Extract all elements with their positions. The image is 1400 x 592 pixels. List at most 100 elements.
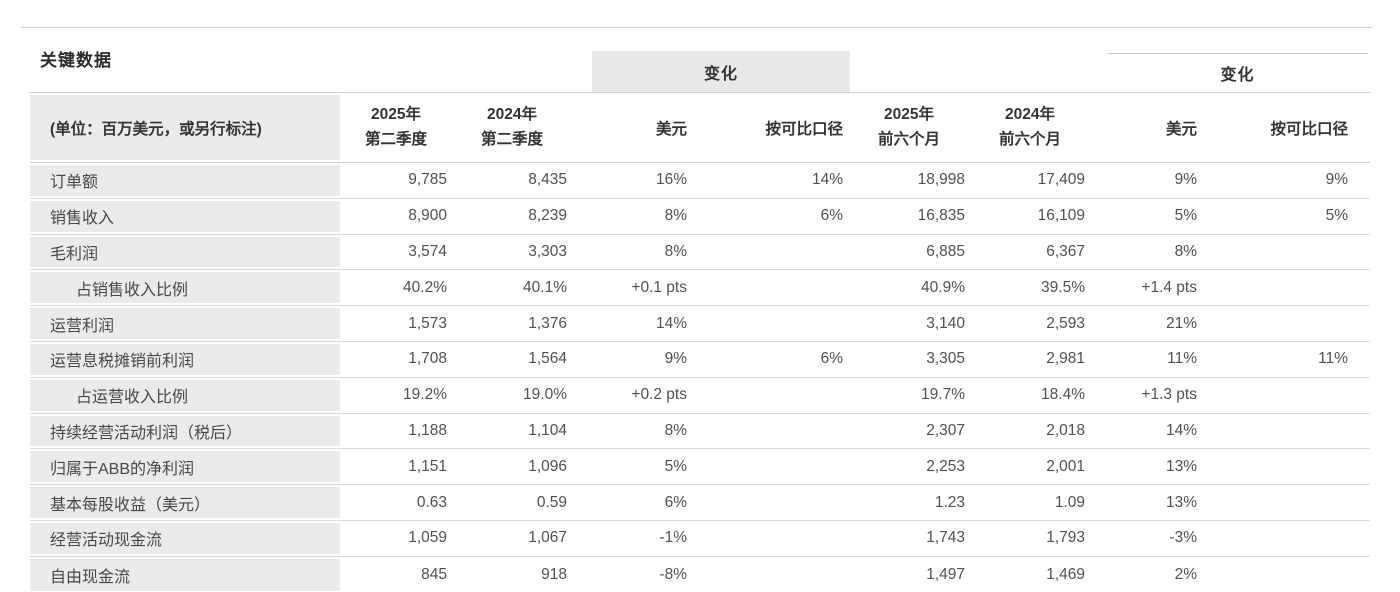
table-cell: 39.5% <box>1041 278 1085 296</box>
table-cell: 1,059 <box>408 529 447 547</box>
table-cell: 13% <box>1165 493 1197 511</box>
header-h-usd: 美元 <box>1165 120 1197 138</box>
row-label-cell: 占销售收入比例 <box>30 270 340 305</box>
table-cell: 2,001 <box>1046 457 1085 475</box>
row-label: 占销售收入比例 <box>76 281 189 299</box>
table-cell <box>692 557 848 592</box>
table-cell: 2,253 <box>926 457 965 475</box>
table-cell: 8% <box>1174 242 1197 260</box>
table-cell: 2,018 <box>1046 421 1085 439</box>
table-cell <box>1202 378 1370 413</box>
table-cell: 11% <box>1318 350 1348 368</box>
table-cell: 9% <box>664 350 687 368</box>
table-cell: 1,743 <box>926 529 965 547</box>
table-cell: 2,981 <box>1046 350 1085 368</box>
table-cell: 5% <box>664 457 687 475</box>
row-label-cell: 自由现金流 <box>30 557 340 592</box>
table-cell: 1,573 <box>408 314 447 332</box>
unit-header-cell: (单位：百万美元，或另行标注) <box>30 93 340 162</box>
row-label: 自由现金流 <box>50 568 131 586</box>
table-cell: +0.2 pts <box>631 386 687 404</box>
table-cell: 845 <box>421 565 447 583</box>
table-cell: +0.1 pts <box>631 278 687 296</box>
row-label-cell: 订单额 <box>30 163 340 198</box>
table-row: 销售收入 8,900 8,239 8% 6% 16,835 16,109 5% 5% <box>30 199 1370 235</box>
row-label: 毛利润 <box>50 245 99 263</box>
table-cell: 3,574 <box>408 242 447 260</box>
table-cell: 1,067 <box>528 529 567 547</box>
table-cell: 18.4% <box>1041 386 1085 404</box>
table-cell: 8% <box>664 207 687 225</box>
table-cell <box>692 521 848 556</box>
table-cell: +1.3 pts <box>1141 386 1197 404</box>
table-row: 运营息税摊销前利润 1,708 1,564 9% 6% 3,305 2,981 11% 11% <box>30 342 1370 378</box>
table-cell: 11% <box>1167 350 1197 368</box>
unit-label: (单位：百万美元，或另行标注) <box>50 120 262 138</box>
table-cell: 1,151 <box>408 457 447 475</box>
table-cell: 1,793 <box>1046 529 1085 547</box>
row-label: 占运营收入比例 <box>76 389 189 407</box>
row-label: 持续经营活动利润（税后） <box>50 424 243 442</box>
header-line: 前六个月 <box>877 130 940 148</box>
table-cell: 14% <box>811 171 843 189</box>
header-line: 2024年 <box>1005 106 1055 124</box>
page-title: 关键数据 <box>40 51 112 70</box>
top-divider <box>21 27 1373 28</box>
table-cell: 9,785 <box>408 171 447 189</box>
table-cell: 3,305 <box>926 350 965 368</box>
table-cell: 40.2% <box>403 278 447 296</box>
table-cell <box>1202 449 1370 484</box>
row-label: 基本每股收益（美元） <box>50 496 211 514</box>
table-cell <box>1202 270 1370 305</box>
table-cell: 19.7% <box>921 386 965 404</box>
table-cell: 1,708 <box>408 350 447 368</box>
table-cell: 40.9% <box>921 278 965 296</box>
row-label-cell: 基本每股收益（美元） <box>30 485 340 520</box>
table-cell: 0.59 <box>536 493 567 511</box>
table-cell <box>1202 557 1370 592</box>
table-row: 基本每股收益（美元） 0.63 0.59 6% 1.23 1.09 13% <box>30 485 1370 521</box>
table-cell <box>1202 521 1370 556</box>
row-label-cell: 持续经营活动利润（税后） <box>30 414 340 449</box>
table-cell <box>1202 235 1370 270</box>
header-q2-2024: 2024年 第二季度 <box>452 93 572 162</box>
header-q-comparable: 按可比口径 <box>765 120 843 138</box>
row-label: 订单额 <box>50 174 99 192</box>
table-cell: 6% <box>820 207 843 225</box>
table-row: 毛利润 3,574 3,303 8% 6,885 6,367 8% <box>30 235 1370 271</box>
table-cell: 17,409 <box>1037 171 1085 189</box>
row-label: 运营息税摊销前利润 <box>50 353 195 371</box>
row-label-cell: 销售收入 <box>30 199 340 234</box>
table-cell: 21% <box>1165 314 1197 332</box>
table-row: 持续经营活动利润（税后） 1,188 1,104 8% 2,307 2,018 14% <box>30 414 1370 450</box>
table-cell: +1.4 pts <box>1141 278 1197 296</box>
table-cell: 2,593 <box>1046 314 1085 332</box>
header-line: 前六个月 <box>998 130 1061 148</box>
table-cell <box>1202 306 1370 341</box>
table-cell: 5% <box>1174 207 1197 225</box>
header-line: 2025年 <box>884 106 934 124</box>
table-cell: 1.09 <box>1054 493 1085 511</box>
table-cell: 2% <box>1174 565 1197 583</box>
table-cell: 8,239 <box>528 207 567 225</box>
row-label: 经营活动现金流 <box>50 532 163 550</box>
table-cell: 9% <box>1174 171 1197 189</box>
row-label-cell: 毛利润 <box>30 235 340 270</box>
table-cell: 8,900 <box>408 207 447 225</box>
header-q-usd: 美元 <box>655 120 687 138</box>
table-cell: 13% <box>1165 457 1197 475</box>
table-cell <box>692 235 848 270</box>
table-cell: 19.2% <box>403 386 447 404</box>
table-cell: 6% <box>664 493 687 511</box>
table-cell <box>692 270 848 305</box>
header-h1-2024: 2024年 前六个月 <box>970 93 1090 162</box>
table-cell: 6,367 <box>1046 242 1085 260</box>
table-cell <box>692 378 848 413</box>
table-cell: 1,564 <box>528 350 567 368</box>
table-cell: 14% <box>1165 421 1197 439</box>
table-cell: 2,307 <box>926 421 965 439</box>
table-cell <box>692 485 848 520</box>
table-cell: 16% <box>655 171 687 189</box>
table-cell: 40.1% <box>523 278 567 296</box>
